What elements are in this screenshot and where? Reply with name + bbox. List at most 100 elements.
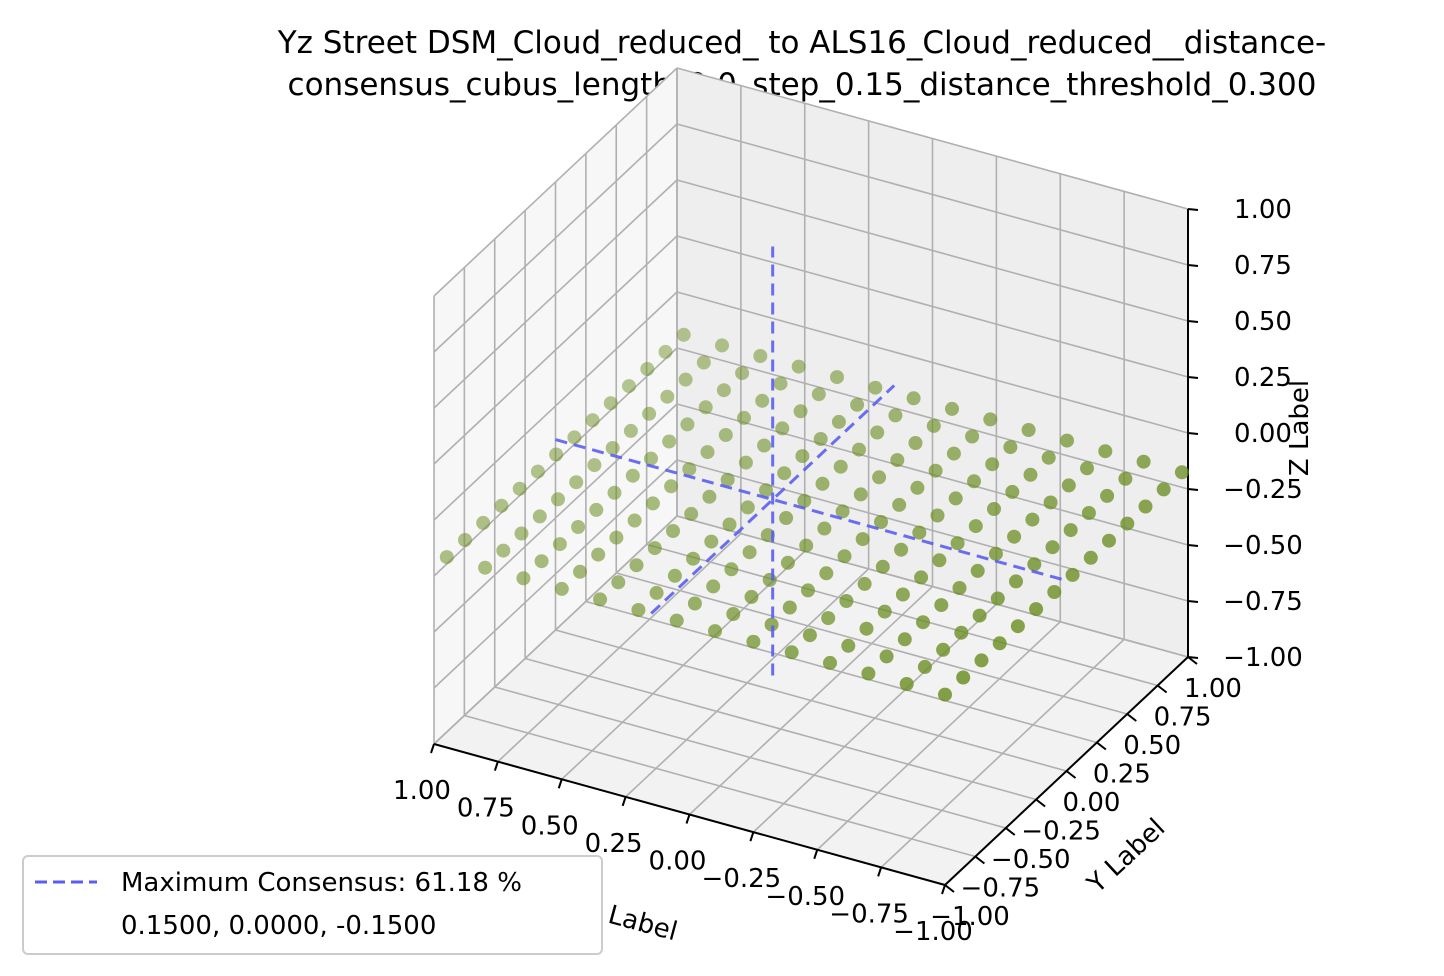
scatter-point-127 <box>853 487 868 502</box>
scatter-point-122 <box>833 459 848 474</box>
scatter-point-49 <box>764 617 779 632</box>
scatter-point-161 <box>906 391 921 406</box>
scatter-point-178 <box>983 412 998 427</box>
scatter-point-135 <box>912 525 927 540</box>
scatter-point-12 <box>552 537 567 552</box>
scatter-point-41 <box>645 496 660 511</box>
scatter-point-86 <box>678 372 693 387</box>
scatter-point-101 <box>737 410 751 425</box>
scatter-points <box>439 327 1189 702</box>
scatter-point-104 <box>676 327 691 342</box>
grid-line-left-z-7 <box>433 123 678 353</box>
grid-line-left-z-6 <box>433 179 678 409</box>
grid-line-left-z-8 <box>433 67 678 297</box>
scatter-point-185 <box>1021 423 1036 437</box>
scatter-point-193 <box>1136 454 1151 469</box>
z-tick-4 <box>1187 432 1199 435</box>
scatter-point-39 <box>686 551 701 566</box>
scatter-point-163 <box>1027 557 1042 572</box>
scatter-point-74 <box>700 445 715 460</box>
scatter-point-33 <box>587 458 602 473</box>
scatter-point-184 <box>1041 450 1056 465</box>
scatter-point-59 <box>682 462 697 477</box>
scatter-point-131 <box>972 608 987 623</box>
scatter-point-128 <box>793 404 808 419</box>
scatter-point-179 <box>1023 467 1038 482</box>
scatter-point-166 <box>946 446 961 461</box>
chart-title: Yz Street DSM_Cloud_reduced_ to ALS16_Cl… <box>277 25 1327 103</box>
scatter-point-81 <box>819 566 834 581</box>
scatter-point-99 <box>777 466 792 481</box>
scatter-point-188 <box>1080 461 1094 476</box>
scatter-point-28 <box>708 624 722 639</box>
scatter-point-98 <box>797 493 812 508</box>
y-tick-label-1: −0.75 <box>961 874 1041 904</box>
scatter-point-9 <box>494 498 509 513</box>
scatter-point-61 <box>823 655 837 670</box>
scatter-point-175 <box>1083 550 1098 565</box>
scatter-point-137 <box>852 442 866 457</box>
scatter-point-124 <box>974 653 989 668</box>
scatter-point-170 <box>1045 540 1060 555</box>
scatter-point-13 <box>532 509 547 524</box>
x-tick-3 <box>749 831 755 842</box>
scatter-point-51 <box>684 506 699 521</box>
y-tick-1 <box>974 855 985 865</box>
scatter-point-84 <box>718 428 733 442</box>
scatter-point-15 <box>571 520 586 534</box>
scatter-point-29 <box>687 596 702 611</box>
y-tick-label-3: −0.25 <box>1021 817 1101 847</box>
scatter-point-164 <box>987 502 1001 516</box>
scatter-point-140 <box>811 387 826 402</box>
scatter-point-45 <box>724 562 739 577</box>
scatter-point-66 <box>861 666 876 681</box>
scatter-point-181 <box>1102 533 1116 548</box>
scatter-point-76 <box>821 611 836 626</box>
scatter-point-146 <box>870 425 885 440</box>
scatter-point-180 <box>1003 440 1018 455</box>
y-tick-label-4: 0.00 <box>1063 788 1121 818</box>
y-tick-label-0: −1.00 <box>930 902 1010 932</box>
z-tick-8 <box>1187 208 1199 211</box>
x-tick-7 <box>493 761 499 771</box>
scatter-point-95 <box>857 576 872 591</box>
y-tick-label-2: −0.50 <box>991 845 1071 875</box>
scatter-point-136 <box>892 497 907 512</box>
scatter-point-142 <box>990 591 1005 606</box>
scatter-point-93 <box>897 632 912 647</box>
scatter-point-97 <box>817 521 832 536</box>
scatter-point-169 <box>1065 567 1080 582</box>
scatter-point-106 <box>715 338 729 353</box>
scatter-point-11 <box>573 564 587 579</box>
scatter-point-105 <box>916 615 930 630</box>
scatter-point-176 <box>1063 523 1078 538</box>
scatter-point-138 <box>831 414 846 429</box>
scatter-point-134 <box>791 359 806 374</box>
x-tick-4 <box>685 814 691 824</box>
scatter-point-89 <box>859 621 874 636</box>
y-tick-5 <box>1096 741 1107 751</box>
scatter-point-26 <box>549 447 564 462</box>
scatter-point-129 <box>773 376 788 391</box>
scatter-point-53 <box>644 451 658 466</box>
z-tick-label-6: 0.50 <box>1234 307 1292 337</box>
scatter-point-125 <box>914 570 929 585</box>
scatter-point-96 <box>837 549 852 564</box>
scatter-point-191 <box>1118 471 1133 486</box>
x-tick-label-0: −1.00 <box>893 917 973 947</box>
scatter-point-165 <box>967 474 981 489</box>
scatter-point-149 <box>930 508 945 523</box>
scatter-point-121 <box>874 515 888 529</box>
scatter-point-37 <box>726 607 741 621</box>
scatter-point-16 <box>551 492 565 507</box>
scatter-point-82 <box>779 511 794 525</box>
z-tick-label-4: 0.00 <box>1234 419 1292 449</box>
scatter-point-6 <box>554 581 569 596</box>
scatter-point-120 <box>753 349 768 363</box>
z-tick-label-7: 0.75 <box>1234 251 1292 281</box>
scatter-point-192 <box>1098 444 1113 459</box>
grid-line-back-z-7 <box>676 123 1189 266</box>
scatter-point-22 <box>649 585 664 600</box>
scatter-point-187 <box>1100 488 1115 503</box>
